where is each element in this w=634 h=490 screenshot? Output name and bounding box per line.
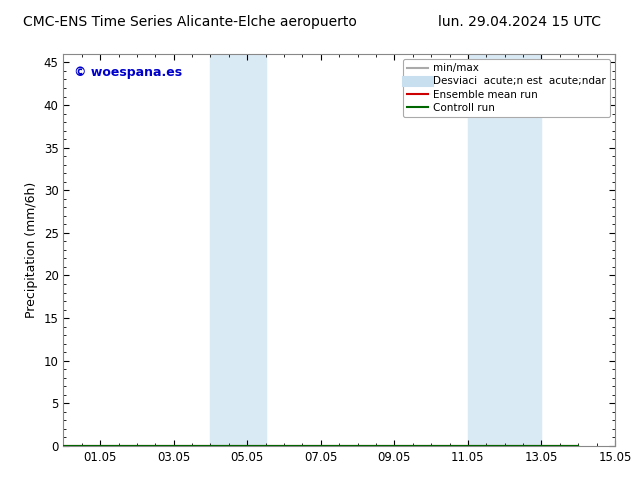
Y-axis label: Precipitation (mm/6h): Precipitation (mm/6h) xyxy=(25,182,38,318)
Legend: min/max, Desviaci  acute;n est  acute;ndar, Ensemble mean run, Controll run: min/max, Desviaci acute;n est acute;ndar… xyxy=(403,59,610,117)
Text: CMC-ENS Time Series Alicante-Elche aeropuerto: CMC-ENS Time Series Alicante-Elche aerop… xyxy=(23,15,357,29)
Bar xyxy=(210,54,266,446)
Bar xyxy=(468,54,541,446)
Text: lun. 29.04.2024 15 UTC: lun. 29.04.2024 15 UTC xyxy=(438,15,602,29)
Text: © woespana.es: © woespana.es xyxy=(74,66,183,79)
